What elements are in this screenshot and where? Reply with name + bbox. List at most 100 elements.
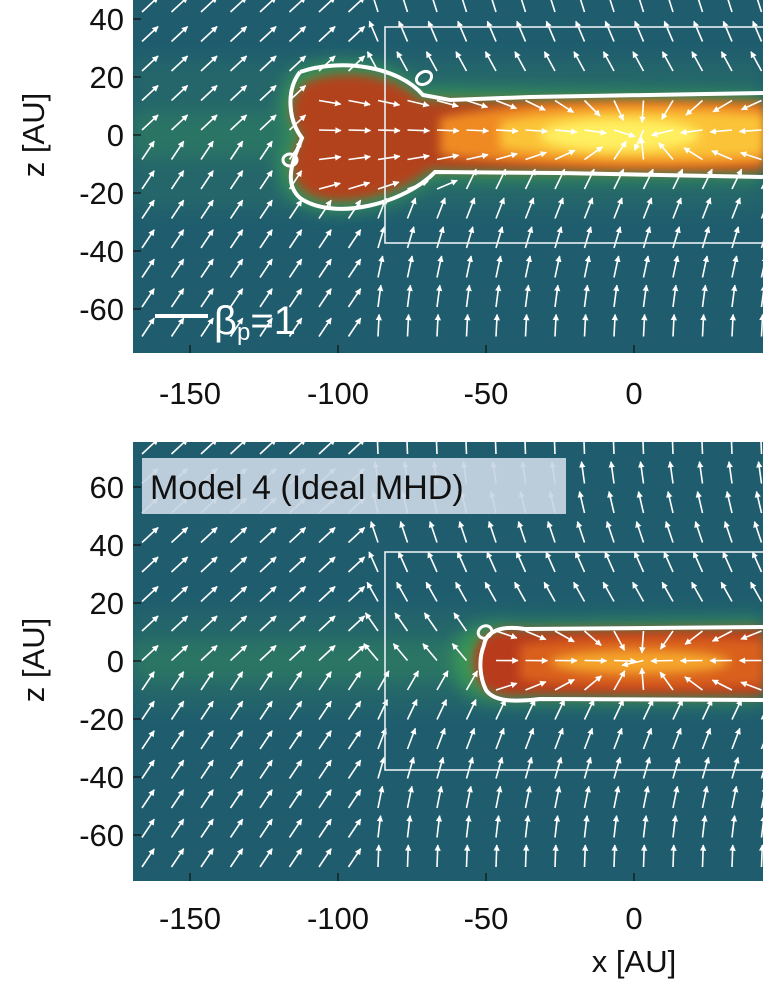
field-vector-arrow [141,229,155,249]
field-vector-arrow [727,0,733,13]
field-vector-arrow [229,700,244,720]
panel-top-inset-box [384,26,763,244]
field-vector-arrow [552,313,560,337]
field-vector-arrow [347,55,366,72]
model-label: Model 4 (Ideal MHD) [150,469,464,507]
field-vector-arrow [611,313,619,337]
y-tick-label: -60 [79,292,124,327]
field-vector-arrow [377,255,385,278]
field-vector-arrow [229,442,248,455]
field-vector-arrow [318,615,336,632]
y-tick-label: -60 [79,818,124,853]
field-vector-arrow [288,84,307,102]
field-vector-arrow [347,526,366,544]
field-vector-arrow [407,99,430,108]
field-vector-arrow [514,581,527,602]
field-vector-arrow [524,197,535,219]
field-vector-arrow [200,556,218,573]
field-vector-arrow [347,700,362,720]
field-vector-arrow [398,20,409,42]
field-vector-arrow [141,84,159,102]
x-tick-label: -100 [307,376,369,411]
field-vector-arrow [399,520,409,543]
field-vector-arrow [701,785,709,809]
field-vector-arrow [170,199,185,219]
field-vector-arrow [318,229,332,249]
field-vector-arrow [436,179,458,190]
field-vector-arrow [672,699,684,720]
field-vector-arrow [522,844,530,868]
field-vector-arrow [465,442,468,455]
field-vector-arrow [524,785,532,809]
field-vector-arrow [554,226,563,249]
field-vector-arrow [577,490,586,514]
field-vector-arrow [406,255,415,278]
field-vector-arrow [376,815,384,838]
field-vector-arrow [701,255,710,278]
field-vector-arrow [428,520,438,543]
field-vector-arrow [405,313,412,337]
field-vector-arrow [451,643,468,662]
field-vector-arrow [633,551,645,573]
field-vector-arrow [402,0,409,13]
field-vector-arrow [730,284,738,308]
field-vector-arrow [318,644,336,662]
field-vector-arrow [288,0,307,13]
panel-top-contour [288,63,763,211]
field-vector-arrow [670,844,677,868]
field-vector-arrow [754,490,763,514]
field-vector-arrow [288,759,303,779]
field-vector-arrow [259,759,273,779]
field-vector-arrow [461,0,468,13]
field-vector-arrow [729,313,737,337]
field-vector-arrow [348,181,371,190]
field-vector-arrow [406,756,416,779]
field-vector-arrow [543,51,556,72]
field-vector-arrow [259,556,277,573]
field-vector-arrow [425,51,438,72]
field-vector-arrow [545,551,556,573]
field-vector-arrow [423,612,438,632]
field-vector-arrow [170,818,185,838]
field-vector-arrow [366,51,379,72]
field-vector-arrow [553,284,561,308]
field-vector-arrow [347,789,362,809]
field-vector-arrow [642,226,652,249]
field-vector-arrow [635,520,645,543]
field-vector-arrow [200,644,218,662]
field-vector-arrow [259,317,273,337]
field-vector-arrow [141,258,155,278]
panel-bottom-inset-box [384,551,763,771]
field-vector-arrow [377,226,386,249]
field-vector-arrow [347,288,362,308]
field-vector-arrow [666,490,674,514]
field-vector-arrow [525,680,547,691]
field-vector-arrow [436,226,445,249]
field-vector-arrow [141,671,155,691]
field-vector-arrow [200,0,218,13]
field-vector-arrow [318,199,332,219]
field-vector-arrow [583,675,602,691]
field-vector-arrow [760,255,763,278]
y-tick-label: -40 [79,760,124,795]
field-vector-arrow [731,785,739,809]
x-tick-label: 0 [625,376,642,411]
field-vector-arrow [288,288,303,308]
field-vector-arrow [543,581,556,602]
field-vector-arrow [553,442,556,455]
field-vector-arrow [495,630,518,640]
field-vector-arrow [671,284,679,308]
field-vector-arrow [579,0,586,13]
field-vector-arrow [700,313,707,337]
field-vector-arrow [170,585,189,603]
field-vector-arrow [377,99,401,107]
field-vector-arrow [318,258,332,278]
field-vector-arrow [583,442,586,455]
field-vector-arrow [554,255,562,278]
field-vector-arrow [525,99,546,111]
field-vector-arrow [582,313,589,337]
field-vector-arrow [259,442,277,455]
field-vector-arrow [641,313,648,337]
field-vector-arrow [701,442,704,455]
field-vector-arrow [170,140,185,160]
